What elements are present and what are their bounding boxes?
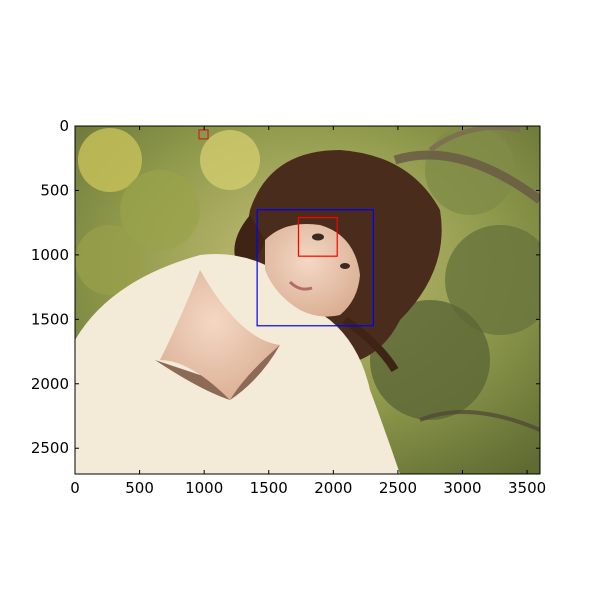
y-tick-label: 1000 (31, 246, 69, 264)
y-tick-label: 0 (59, 117, 69, 135)
x-tick-label: 0 (70, 479, 80, 497)
small-box-top (198, 129, 209, 140)
x-tick-label: 2000 (314, 479, 352, 497)
y-tick-label: 2500 (31, 439, 69, 457)
eye-box (297, 216, 338, 257)
x-tick-label: 3000 (443, 479, 481, 497)
axes-frame (74, 125, 541, 475)
y-axis-ticks: 0 500 1000 1500 2000 2500 (31, 117, 540, 457)
face-box (256, 209, 374, 327)
x-tick-label: 3500 (508, 479, 546, 497)
y-tick-label: 1500 (31, 310, 69, 328)
x-tick-label: 2500 (379, 479, 417, 497)
x-tick-label: 1500 (250, 479, 288, 497)
y-tick-label: 2000 (31, 375, 69, 393)
box-overlay-group (198, 129, 374, 327)
x-axis-ticks: 0 500 1000 1500 2000 2500 3000 3500 (70, 126, 546, 497)
x-tick-label: 500 (125, 479, 154, 497)
photo-woman-icon (75, 126, 540, 474)
y-tick-label: 500 (40, 181, 69, 199)
x-tick-label: 1000 (185, 479, 223, 497)
